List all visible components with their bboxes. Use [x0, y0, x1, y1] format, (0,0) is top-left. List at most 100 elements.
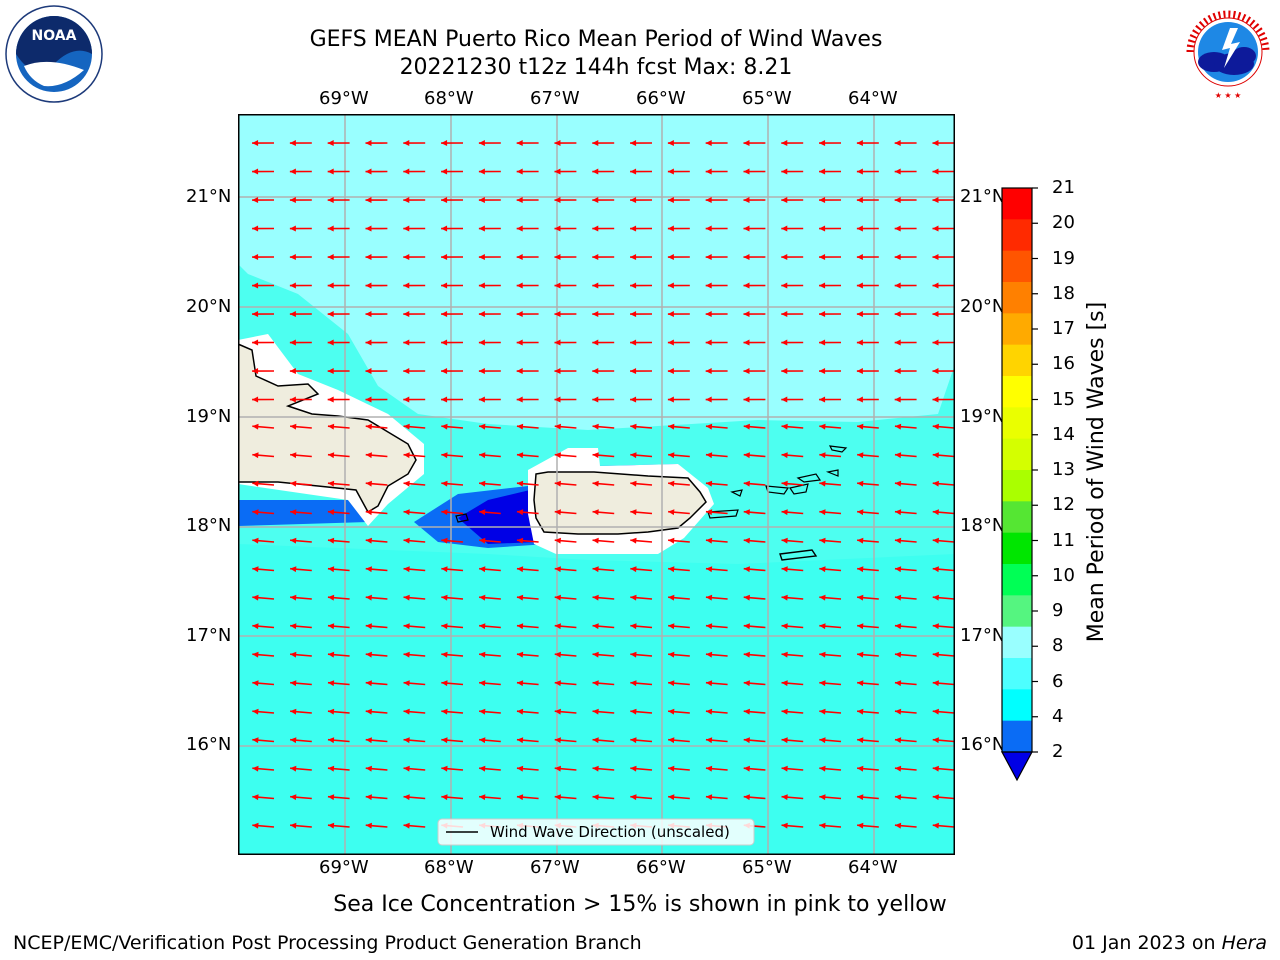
colorbar-cell [1002, 564, 1032, 596]
wind-arrow [479, 765, 501, 772]
wind-arrow [365, 566, 388, 573]
wind-arrow [743, 509, 766, 516]
colorbar-cell [1002, 595, 1032, 628]
wind-arrow [932, 225, 955, 232]
wind-arrow [932, 537, 955, 544]
wind-arrow [894, 794, 917, 801]
wind-arrow [592, 254, 615, 261]
wind-arrow [592, 651, 615, 658]
wind-arrow [667, 396, 690, 403]
wind-arrow [252, 651, 275, 658]
wind-arrow [667, 225, 690, 232]
wind-arrow [705, 765, 728, 772]
chart-subtitle: 20221230 t12z 144h fcst Max: 8.21 [399, 55, 793, 80]
wind-arrow [478, 225, 501, 232]
wind-arrow [290, 509, 312, 516]
wind-arrow [403, 282, 426, 289]
wind-arrow [630, 623, 653, 630]
wind-arrow [365, 680, 388, 687]
wind-arrow [819, 225, 842, 232]
wind-arrow [365, 140, 388, 147]
wind-arrow [781, 140, 804, 147]
footer-date: 01 Jan 2023 on Hera [1071, 932, 1267, 954]
wind-arrow [290, 452, 312, 459]
wind-arrow [743, 566, 766, 573]
wind-arrow [592, 311, 615, 318]
wind-arrow [365, 254, 388, 261]
wind-arrow [932, 480, 955, 487]
wind-arrow [327, 311, 350, 318]
wind-arrow [781, 794, 804, 801]
wind-arrow [819, 680, 842, 687]
wind-arrow [516, 566, 539, 573]
wind-arrow [478, 311, 501, 318]
wind-arrow [365, 480, 388, 487]
sea-ice-note: Sea Ice Concentration > 15% is shown in … [333, 892, 947, 917]
wind-arrow [894, 282, 917, 289]
wind-arrow [252, 140, 275, 147]
lat-label-right: 20°N [960, 296, 1006, 317]
wind-arrow [781, 651, 804, 658]
wind-arrow [516, 339, 539, 346]
wind-arrow [252, 311, 275, 318]
wind-arrow [479, 423, 501, 430]
wind-arrow [630, 168, 653, 175]
nws-logo-icon: ★ ★ ★ [1180, 4, 1276, 100]
wind-arrow [819, 140, 842, 147]
wind-arrow [705, 168, 728, 175]
wind-arrow [327, 623, 350, 630]
wind-arrow [290, 594, 312, 601]
wind-arrow [781, 368, 804, 375]
colorbar-tick-label: 16 [1052, 353, 1075, 375]
lat-label-left: 17°N [186, 625, 232, 646]
wind-arrow [554, 168, 577, 175]
wind-arrow [478, 197, 501, 204]
wind-arrow [894, 509, 917, 516]
colorbar-cell [1002, 720, 1032, 753]
wind-arrow [479, 708, 501, 715]
wind-arrow [819, 254, 842, 261]
wind-arrow [290, 794, 312, 801]
wind-arrow [516, 282, 539, 289]
wind-arrow [857, 708, 879, 715]
wind-arrow [252, 537, 275, 544]
wind-arrow [932, 765, 955, 772]
wind-arrow [705, 396, 728, 403]
wind-arrow [403, 623, 426, 630]
wind-arrow [743, 282, 766, 289]
wind-arrow [592, 594, 615, 601]
wind-arrow [894, 566, 917, 573]
wind-arrow [932, 140, 955, 147]
wind-arrow [516, 452, 539, 459]
wind-arrow [781, 282, 804, 289]
wind-arrow [705, 680, 728, 687]
wind-arrow [554, 140, 577, 147]
wind-arrow [592, 680, 615, 687]
lon-label-top: 65°W [742, 88, 792, 109]
ocean-2-4-mona [458, 490, 538, 544]
colorbar-under-arrow [1000, 751, 1034, 782]
ocean-south-band [238, 544, 955, 855]
wind-arrow [781, 623, 804, 630]
wind-arrow [705, 794, 728, 801]
wind-arrow [516, 254, 539, 261]
wind-arrow [554, 197, 577, 204]
wind-arrow [630, 680, 653, 687]
wind-arrow [365, 822, 388, 829]
wind-arrow [441, 225, 464, 232]
wind-arrow [781, 708, 804, 715]
wind-arrow [441, 623, 464, 630]
wind-arrow [327, 168, 350, 175]
wind-arrow [932, 708, 955, 715]
wind-wave-map: Wind Wave Direction (unscaled) [238, 114, 955, 855]
wind-arrow [894, 651, 917, 658]
wind-arrow [289, 225, 312, 232]
wind-arrow [554, 339, 577, 346]
wind-arrow [705, 708, 728, 715]
wind-arrow [894, 452, 917, 459]
wind-arrow [289, 140, 312, 147]
lon-label-bottom: 67°W [530, 857, 580, 878]
wind-arrow [630, 708, 653, 715]
wind-arrow [630, 339, 653, 346]
wind-arrow [743, 197, 766, 204]
